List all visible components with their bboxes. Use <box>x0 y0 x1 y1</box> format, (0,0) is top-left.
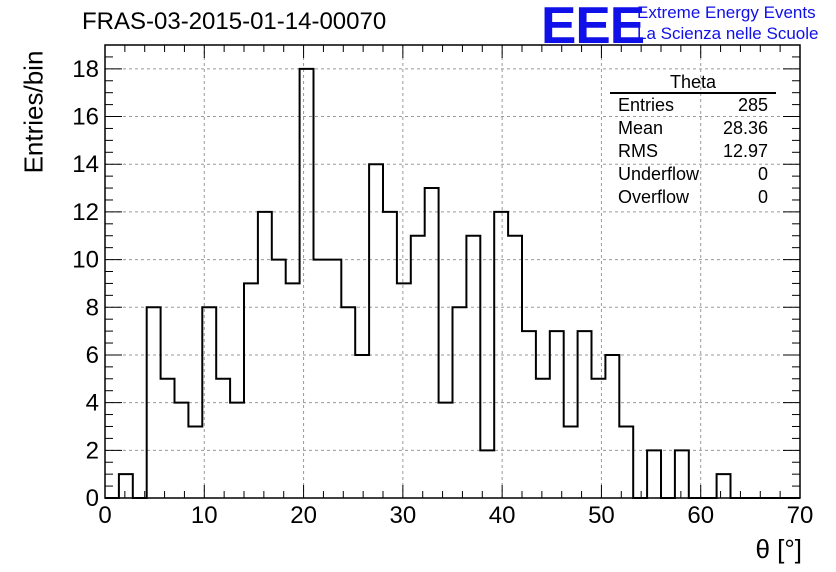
grid-lines <box>105 45 800 498</box>
histogram-bin <box>355 355 369 498</box>
y-tick-label: 10 <box>72 247 99 274</box>
y-tick-label: 4 <box>86 390 99 417</box>
stats-value: 12.97 <box>722 141 768 161</box>
stats-row-overflow: Overflow 0 <box>610 186 776 209</box>
tick-marks <box>104 44 801 499</box>
histogram-bin <box>619 426 633 498</box>
histogram-bin <box>397 283 411 498</box>
histogram-bin <box>592 379 606 498</box>
histogram-bin <box>536 379 550 498</box>
histogram-bin <box>216 379 230 498</box>
stats-row-mean: Mean 28.36 <box>610 117 776 140</box>
histogram-bin <box>717 474 731 498</box>
stats-row-entries: Entries 285 <box>610 94 776 117</box>
y-tick-label: 16 <box>72 104 99 131</box>
histogram-bin <box>314 260 328 498</box>
stats-label: Overflow <box>618 187 690 207</box>
y-tick-label: 18 <box>72 56 99 83</box>
stats-row-rms: RMS 12.97 <box>610 140 776 163</box>
x-tick-label: 60 <box>687 502 714 529</box>
histogram-bin <box>411 236 425 498</box>
x-tick-label: 50 <box>588 502 615 529</box>
logo-text-line2: La Scienza nelle Scuole <box>637 24 819 43</box>
y-tick-label: 0 <box>86 485 99 512</box>
histogram-bin <box>300 69 314 498</box>
histogram-bin <box>480 450 494 498</box>
histogram-bin <box>550 331 564 498</box>
histogram-bin <box>119 474 133 498</box>
histogram-bin <box>564 426 578 498</box>
stats-row-underflow: Underflow 0 <box>610 163 776 186</box>
histogram-bin <box>244 283 258 498</box>
histogram-bin <box>508 236 522 498</box>
histogram-bin <box>272 260 286 498</box>
stats-value: 0 <box>757 164 768 184</box>
x-tick-label: 70 <box>787 502 814 529</box>
logo-text-line1: Extreme Energy Events <box>637 3 816 22</box>
histogram-bin <box>369 164 383 498</box>
tick-labels: 0 10 20 30 40 50 60 70 0 2 4 6 8 10 12 14 16 18 <box>72 56 813 529</box>
histogram-bin <box>425 188 439 498</box>
histogram-bin <box>647 450 661 498</box>
y-tick-label: 8 <box>86 294 99 321</box>
x-axis-label: θ [°] <box>755 534 802 564</box>
stats-title: Theta <box>610 72 776 94</box>
y-tick-label: 6 <box>86 342 99 369</box>
histogram-bin <box>605 355 619 498</box>
stats-value: 28.36 <box>722 118 768 138</box>
stats-label: Underflow <box>618 164 700 184</box>
x-tick-label: 40 <box>489 502 516 529</box>
stats-box: Theta Entries 285 Mean 28.36 RMS 12.97 U… <box>610 72 776 209</box>
eee-logo: EEE <box>540 0 645 55</box>
histogram-outline <box>105 67 800 499</box>
histogram-bin <box>188 426 202 498</box>
histogram-bin <box>522 331 536 498</box>
y-tick-label: 12 <box>72 199 99 226</box>
histogram-bin <box>466 236 480 498</box>
histogram-bin <box>161 379 175 498</box>
stats-label: Mean <box>618 118 664 138</box>
stats-value: 0 <box>757 187 768 207</box>
stats-label: RMS <box>618 141 658 161</box>
histogram-bin <box>175 403 189 498</box>
y-tick-label: 2 <box>86 437 99 464</box>
histogram-bin <box>578 331 592 498</box>
y-axis-label: Entries/bin <box>18 50 49 174</box>
histogram-bin <box>675 450 689 498</box>
histogram-bin <box>439 403 453 498</box>
histogram-bin <box>286 283 300 498</box>
histogram-series <box>105 67 800 499</box>
x-tick-label: 20 <box>290 502 317 529</box>
chart-title: FRAS-03-2015-01-14-00070 <box>82 8 387 35</box>
x-tick-label: 0 <box>98 502 111 529</box>
histogram-bin <box>327 260 341 498</box>
x-tick-label: 10 <box>191 502 218 529</box>
y-tick-label: 14 <box>72 151 99 178</box>
stats-value: 285 <box>737 95 768 115</box>
x-tick-label: 30 <box>390 502 417 529</box>
stats-label: Entries <box>618 95 675 115</box>
